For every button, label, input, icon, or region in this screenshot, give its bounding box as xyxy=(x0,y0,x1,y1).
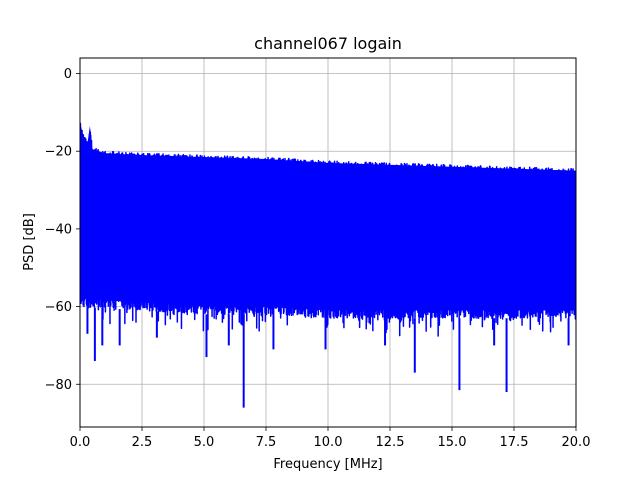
x-tick-label: 2.5 xyxy=(132,435,153,450)
y-ticks: 0 −20 −40 −60 −80 xyxy=(45,67,80,393)
x-tick-label: 20.0 xyxy=(562,435,591,450)
series-layer xyxy=(80,122,576,408)
x-axis-label: Frequency [MHz] xyxy=(273,457,382,472)
x-tick-label: 5.0 xyxy=(194,435,215,450)
y-tick-label: 0 xyxy=(64,67,72,82)
x-ticks: 0.0 2.5 5.0 7.5 10.0 12.5 15.0 17.5 20.0 xyxy=(70,427,591,450)
psd-trace-core xyxy=(80,122,576,311)
x-tick-label: 10.0 xyxy=(314,435,343,450)
y-tick-label: −60 xyxy=(45,300,72,315)
y-tick-label: −80 xyxy=(45,378,72,393)
chart-title: channel067 logain xyxy=(254,34,402,53)
x-tick-label: 7.5 xyxy=(256,435,277,450)
x-tick-label: 0.0 xyxy=(70,435,91,450)
y-tick-label: −20 xyxy=(45,145,72,160)
x-tick-label: 12.5 xyxy=(376,435,405,450)
x-tick-label: 17.5 xyxy=(500,435,529,450)
y-tick-label: −40 xyxy=(45,222,72,237)
x-tick-label: 15.0 xyxy=(438,435,467,450)
y-axis-label: PSD [dB] xyxy=(22,213,37,271)
